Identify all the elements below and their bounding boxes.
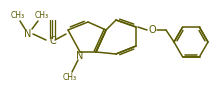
Text: CH₃: CH₃ — [63, 74, 77, 83]
Text: CH₃: CH₃ — [35, 12, 49, 21]
Text: N: N — [76, 51, 84, 61]
Text: C: C — [50, 36, 56, 46]
Text: N: N — [24, 29, 32, 39]
Text: O: O — [148, 25, 156, 35]
Text: CH₃: CH₃ — [11, 12, 25, 21]
